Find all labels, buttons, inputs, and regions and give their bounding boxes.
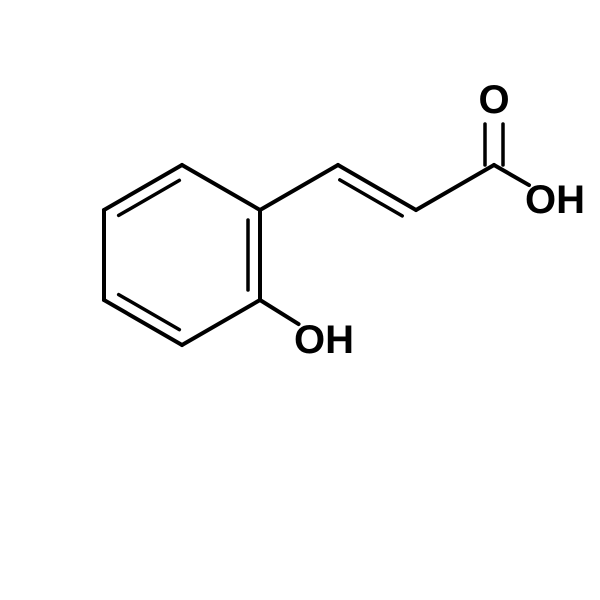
atom-label-o2: OH <box>525 178 585 222</box>
chemical-structure-diagram: O OH OH <box>0 0 600 600</box>
atom-label-o3: OH <box>294 318 354 362</box>
atom-label-o1: O <box>478 78 509 122</box>
